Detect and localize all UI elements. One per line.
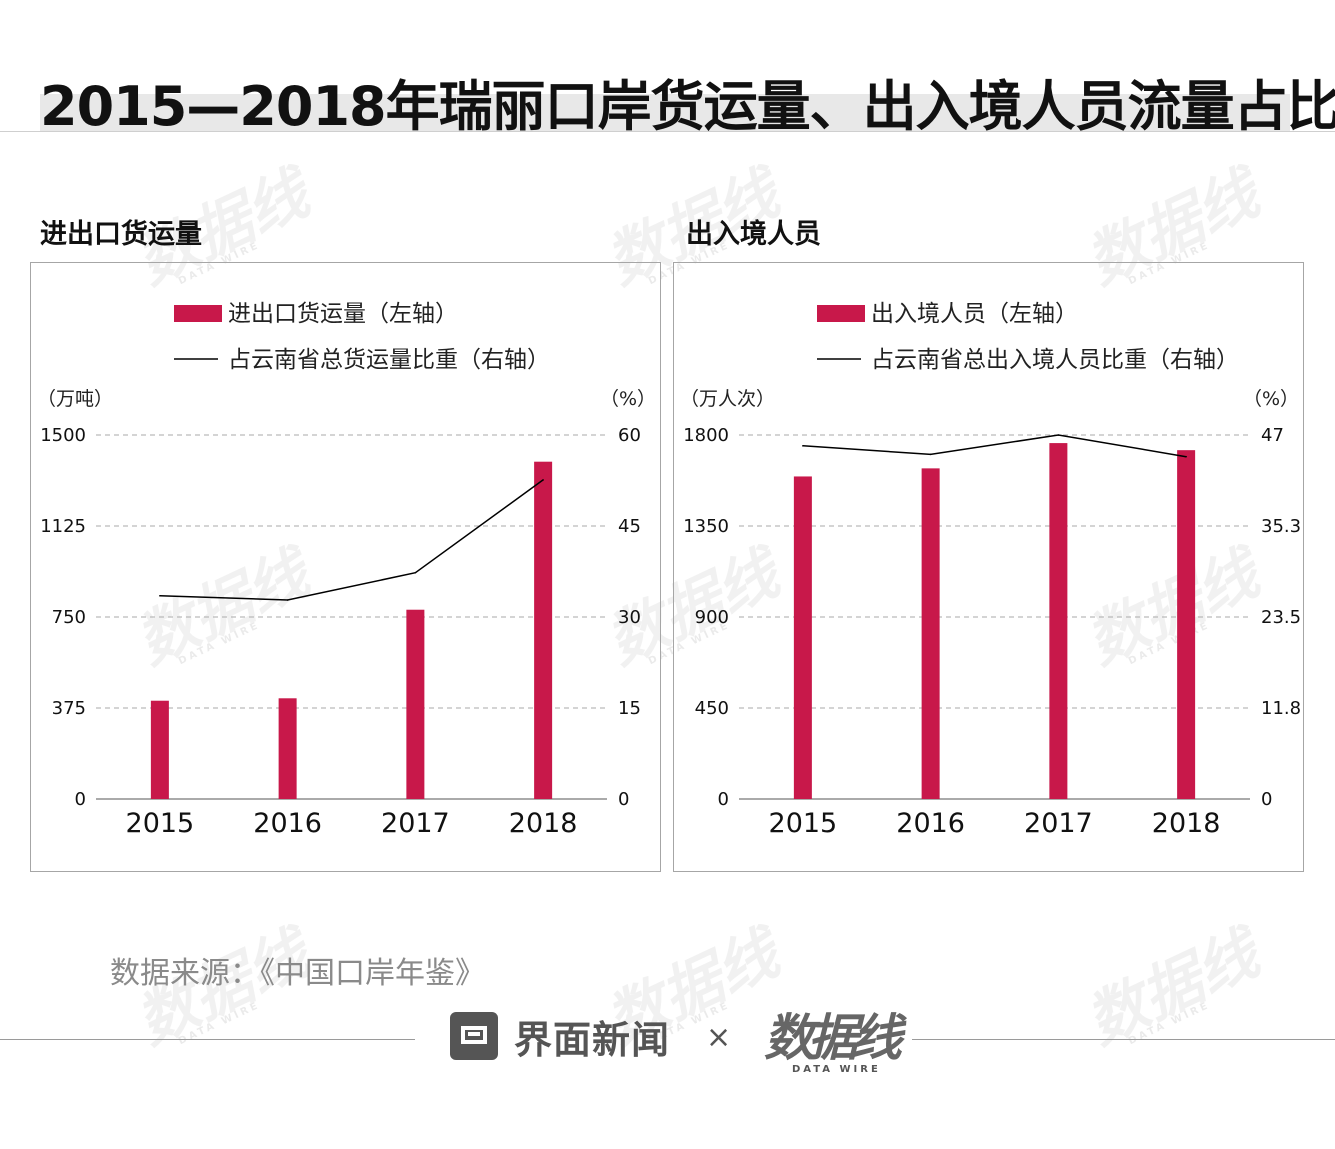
bar [921,468,940,799]
series-line [802,434,1187,458]
data-wire-logo: 数据线 DATA WIRE [764,998,902,1078]
line-point [159,594,161,597]
y-left-tick-label: 1800 [683,425,729,446]
y-right-tick-label: 0 [1261,789,1272,810]
chart-svg: 进出口货运量（左轴）占云南省总货运量比重（右轴）（万吨） （%）1500 60112… [37,301,656,839]
title-highlight [40,94,1290,132]
data-wire-logo-sub: DATA WIRE [792,1064,881,1075]
legend-bar-swatch [817,305,865,322]
times-sign: × [706,1020,732,1055]
bar [534,461,553,799]
y-right-unit: （%） [1243,388,1299,410]
legend-bar-swatch [174,305,222,322]
y-left-tick-label: 375 [52,698,86,719]
y-left-tick-label: 1350 [683,516,729,537]
cargo-chart-panel: 进出口货运量（左轴） 占云南省总货运量比重（右轴） （万吨） （%） 1500 60 112… [30,262,661,872]
y-right-tick-label: 30 [618,607,641,628]
people-panel-title: 出入境人员 [686,219,821,250]
y-right-tick-label: 35.3 [1261,516,1301,537]
y-left-tick-label: 750 [52,607,86,628]
line-point [542,479,544,481]
bar [150,700,169,799]
data-source: 数据来源：《中国口岸年鉴》 [110,956,485,991]
x-tick-label: 2016 [896,808,965,839]
legend-bar-label: 出入境人员（左轴） [871,301,1078,327]
y-right-tick-label: 47 [1261,425,1284,446]
x-tick-label: 2016 [253,808,322,839]
line-point [1185,455,1187,458]
jiemian-logo-icon [450,1012,498,1060]
bar [1049,443,1068,799]
y-right-tick-label: 11.8 [1261,698,1301,719]
series-line [159,479,544,601]
bar [1177,450,1196,799]
x-tick-label: 2017 [1024,808,1093,839]
brand: 界面新闻 [450,1010,670,1062]
y-right-tick-label: 23.5 [1261,607,1301,628]
y-left-unit: （万吨） [37,388,113,410]
chart-svg: 出入境人员（左轴） 占云南省总出入境人员比重（右轴） （万人次） （%） 1800 47 1… [680,301,1301,839]
y-left-unit: （万人次） [680,388,775,410]
y-left-tick-label: 1500 [40,425,86,446]
line-point [802,445,804,447]
brand-name: 界面新闻 [514,1017,671,1062]
title-divider [0,131,1335,132]
cargo-panel-title: 进出口货运量 [40,219,202,250]
y-left-tick-label: 0 [75,789,86,810]
x-tick-label: 2017 [381,808,450,839]
legend-line-label: 占云南省总出入境人员比重（右轴） [871,347,1239,373]
x-tick-label: 2015 [126,808,195,839]
people-chart-panel: 出入境人员（左轴） 占云南省总出入境人员比重（右轴） （万人次） （%） 1800 47 1… [673,262,1304,872]
x-tick-label: 2018 [509,808,578,839]
y-right-tick-label: 45 [618,516,641,537]
y-right-tick-label: 60 [618,425,641,446]
bar [278,698,297,799]
bar [406,609,425,799]
y-right-tick-label: 15 [618,698,641,719]
line-point [414,571,417,574]
y-left-tick-label: 1125 [40,516,86,537]
page-title: 2015—2018年瑞丽口岸货运量、出入境人员流量占比 [40,75,1335,138]
legend-line-label: 占云南省总货运量比重（右轴） [228,347,550,373]
line-point [929,453,932,456]
footer-divider-right [912,1039,1335,1040]
y-left-tick-label: 0 [718,789,729,810]
line-point [286,599,289,601]
bar [793,476,812,799]
line-point [1057,434,1060,436]
legend-bar-label: 进出口货运量（左轴） [228,301,458,327]
data-wire-logo-text: 数据线 [764,1009,902,1067]
watermark: 数据线 [1075,918,1269,1059]
x-tick-label: 2015 [769,808,838,839]
x-tick-label: 2018 [1152,808,1221,839]
y-left-tick-label: 900 [695,607,729,628]
footer-divider-left [0,1039,415,1040]
y-right-tick-label: 0 [618,789,629,810]
y-right-unit: （%） [600,388,656,410]
y-left-tick-label: 450 [695,698,729,719]
